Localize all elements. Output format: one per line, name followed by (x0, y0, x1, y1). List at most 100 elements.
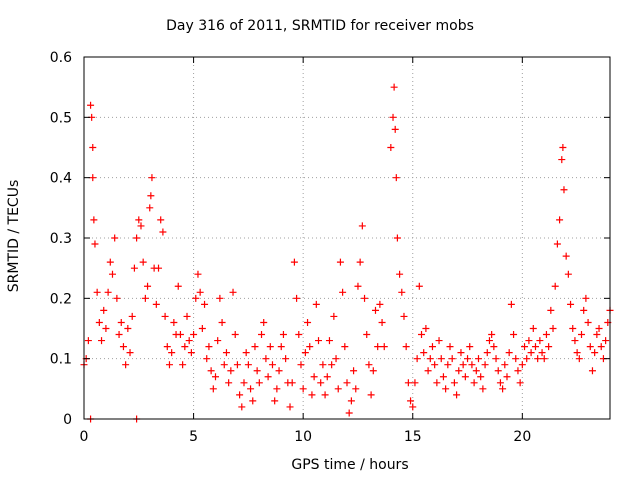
data-point (518, 361, 526, 369)
data-point (457, 349, 465, 357)
data-point (396, 270, 404, 278)
data-point (345, 409, 353, 417)
data-point (128, 312, 136, 320)
data-point (485, 337, 493, 345)
grid-lines (84, 57, 610, 419)
data-point (371, 306, 379, 314)
data-point (317, 379, 325, 387)
data-point (494, 367, 502, 375)
y-tick-label: 0.6 (50, 50, 72, 66)
data-point (218, 318, 226, 326)
data-point (426, 355, 434, 363)
data-point (407, 397, 415, 405)
data-point (299, 385, 307, 393)
data-point (312, 300, 320, 308)
data-point (104, 288, 112, 296)
data-point (201, 300, 209, 308)
data-point (571, 337, 579, 345)
data-point (240, 379, 248, 387)
data-point (411, 379, 419, 387)
data-point (185, 337, 193, 345)
data-point (277, 343, 285, 351)
data-point (343, 379, 351, 387)
data-point (183, 312, 191, 320)
data-point (584, 318, 592, 326)
y-tick-label: 0.4 (50, 171, 72, 187)
data-point (115, 331, 123, 339)
data-point (91, 240, 99, 248)
data-point (111, 234, 119, 242)
data-point (279, 331, 287, 339)
data-point (196, 288, 204, 296)
data-point (90, 216, 98, 224)
data-point (514, 367, 522, 375)
x-tick-label: 5 (189, 429, 198, 445)
data-point (450, 379, 458, 387)
data-point (559, 144, 567, 151)
data-point (470, 379, 478, 387)
data-point (446, 343, 454, 351)
data-point (288, 379, 296, 387)
data-point (207, 367, 215, 375)
data-point (233, 361, 241, 369)
data-point (393, 234, 401, 242)
data-points (80, 83, 614, 423)
data-point (455, 367, 463, 375)
data-point (466, 343, 474, 351)
data-point (378, 318, 386, 326)
data-point (516, 379, 524, 387)
data-point (437, 355, 445, 363)
data-point (551, 282, 559, 290)
data-point (113, 294, 121, 302)
data-point (507, 300, 515, 308)
data-point (255, 379, 263, 387)
data-point (496, 379, 504, 387)
data-point (448, 355, 456, 363)
data-point (477, 373, 485, 381)
data-point (591, 349, 599, 357)
data-point (332, 355, 340, 363)
data-point (413, 355, 421, 363)
data-point (567, 300, 575, 308)
data-point (418, 331, 426, 339)
data-point (361, 294, 369, 302)
data-point (595, 325, 603, 332)
data-point (108, 270, 116, 278)
data-point (181, 343, 189, 351)
data-point (161, 312, 169, 320)
y-tick-label: 0.2 (50, 291, 72, 307)
y-tick-label: 0.1 (50, 352, 72, 368)
data-point (488, 331, 496, 339)
data-point (264, 373, 272, 381)
data-point (297, 361, 305, 369)
data-point (286, 403, 294, 411)
x-tick-label: 15 (404, 429, 422, 445)
data-point (253, 367, 261, 375)
data-point (102, 325, 110, 332)
data-point (124, 325, 132, 332)
data-point (420, 349, 428, 357)
data-point (512, 355, 520, 363)
data-point (194, 270, 202, 278)
data-point (356, 258, 364, 266)
data-point (334, 385, 342, 393)
data-point (387, 144, 395, 151)
data-point (358, 222, 366, 230)
data-point (315, 337, 323, 345)
data-point (433, 379, 441, 387)
data-point (339, 288, 347, 296)
data-point (578, 331, 586, 339)
data-point (209, 385, 217, 393)
x-tick-label: 10 (294, 429, 312, 445)
data-point (268, 361, 276, 369)
data-point (499, 385, 507, 393)
data-point (376, 300, 384, 308)
data-point (503, 373, 511, 381)
chart-title: Day 316 of 2011, SRMTID for receiver mob… (166, 18, 474, 34)
data-point (525, 337, 533, 345)
data-point (562, 252, 570, 260)
data-point (205, 343, 213, 351)
data-point (216, 294, 224, 302)
data-point (392, 174, 400, 182)
data-point (227, 367, 235, 375)
